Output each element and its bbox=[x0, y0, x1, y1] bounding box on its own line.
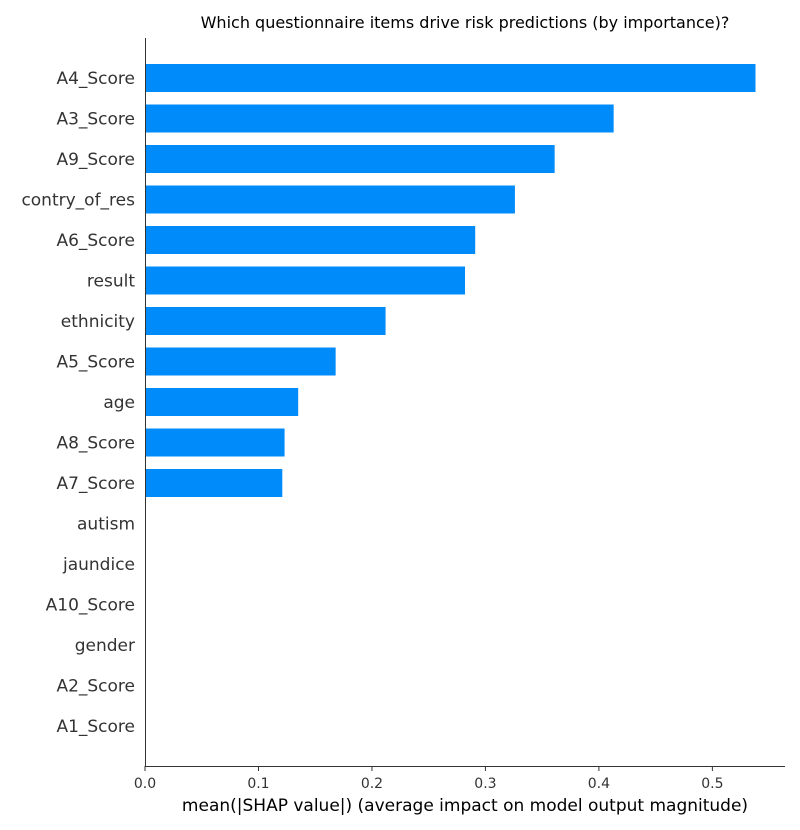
y-tick-label: autism bbox=[77, 515, 135, 535]
y-tick-label: jaundice bbox=[62, 555, 135, 575]
bar-A9_Score bbox=[145, 145, 555, 173]
bar-A4_Score bbox=[145, 64, 756, 92]
bar-A6_Score bbox=[145, 226, 476, 254]
y-tick-label: A3_Score bbox=[56, 110, 135, 130]
y-tick-label: A1_Score bbox=[56, 717, 135, 737]
bar-ethnicity bbox=[145, 307, 386, 335]
y-tick-label: A7_Score bbox=[56, 474, 135, 494]
chart-title: Which questionnaire items drive risk pre… bbox=[201, 13, 730, 32]
y-tick-label: A6_Score bbox=[56, 231, 135, 251]
y-tick-label: age bbox=[103, 393, 135, 413]
bar-result bbox=[145, 266, 465, 295]
bar-contry_of_res bbox=[145, 185, 515, 214]
y-tick-label: result bbox=[87, 272, 135, 292]
y-tick-label: A5_Score bbox=[56, 353, 135, 373]
y-tick-label: A8_Score bbox=[56, 434, 135, 454]
x-tick-label: 0.2 bbox=[361, 776, 383, 792]
bar-A7_Score bbox=[145, 469, 283, 497]
y-tick-label: gender bbox=[75, 636, 135, 656]
y-tick-labels: A4_Score A3_Score A9_Score contry_of_res A6_… bbox=[21, 69, 135, 737]
x-ticks: 0.0 0.1 0.2 0.3 0.4 0.5 bbox=[134, 766, 724, 792]
bar-A3_Score bbox=[145, 104, 614, 133]
x-tick-label: 0.3 bbox=[474, 776, 496, 792]
y-tick-label: A4_Score bbox=[56, 69, 135, 89]
x-tick-label: 0.0 bbox=[134, 776, 156, 792]
x-tick-label: 0.5 bbox=[701, 776, 723, 792]
x-axis-label: mean(|SHAP value|) (average impact on mo… bbox=[182, 796, 748, 816]
y-tick-label: A2_Score bbox=[56, 677, 135, 697]
y-tick-label: A10_Score bbox=[46, 596, 135, 616]
bar-A5_Score bbox=[145, 347, 336, 376]
y-tick-label: contry_of_res bbox=[21, 191, 135, 211]
bar-age bbox=[145, 388, 299, 416]
bars-layer bbox=[145, 64, 756, 497]
y-tick-label: A9_Score bbox=[56, 150, 135, 170]
x-tick-label: 0.4 bbox=[588, 776, 610, 792]
bar-A8_Score bbox=[145, 428, 285, 457]
y-tick-label: ethnicity bbox=[61, 312, 135, 332]
x-tick-label: 0.1 bbox=[247, 776, 269, 792]
